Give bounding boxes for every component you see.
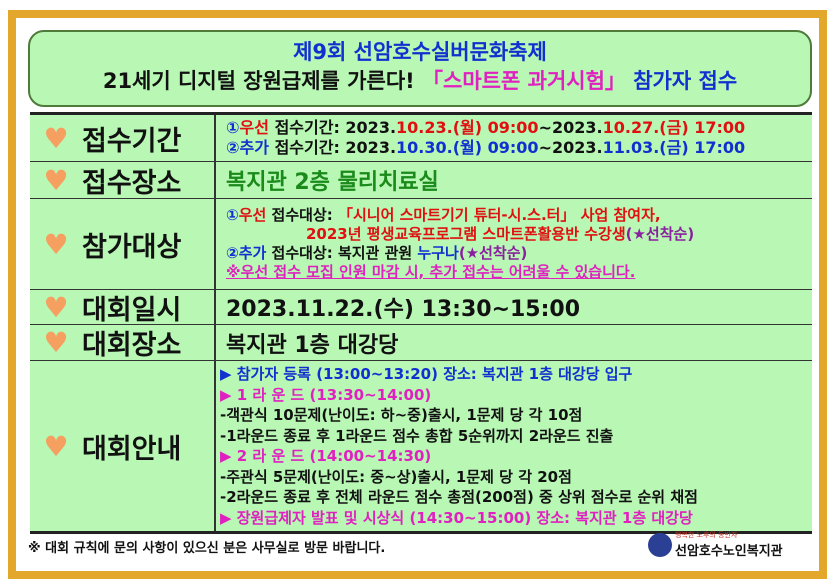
logo-icon	[648, 532, 672, 557]
logo-name: 선암호수노인복지관	[675, 544, 783, 559]
target-line-2: 2023년 평생교육프로그램 스마트폰활용반 수강생(★선착순)	[306, 225, 695, 243]
guide-line: -객관식 10문제(난이도: 하~중)출시, 1문제 당 각 10점	[220, 406, 583, 424]
subtitle-c: 참가자 접수	[625, 69, 738, 93]
row-label: 대회안내	[82, 433, 182, 465]
info-table: ♥ 접수기간 ①우선 접수기간: 2023.10.23.(월) 09:00~202…	[30, 112, 812, 534]
venue-value: 복지관 1층 대강당	[226, 332, 399, 358]
row-date: ♥ 대회일시 2023.11.22.(수) 13:30~15:00	[30, 290, 812, 326]
target-line-3: ②추가 접수대상: 복지관 관원 누구나(★선착순)	[226, 244, 528, 262]
guide-line: ▶ 1 라 운 드 (13:30~14:00)	[220, 385, 432, 404]
subtitle-a: 21세기 디지털 장원급제를 가른다!	[102, 69, 423, 93]
row-label: 접수장소	[82, 167, 182, 199]
heart-icon: ♥	[43, 163, 69, 197]
guide-line: ▶ 참가자 등록 (13:00~13:20) 장소: 복지관 1층 대강당 입구	[220, 365, 633, 383]
place-value: 복지관 2층 물리치료실	[226, 170, 439, 195]
guide-line: -2라운드 종료 후 전체 라운드 점수 총점(200점) 중 상위 점수로 순…	[220, 488, 698, 506]
row-label: 참가대상	[82, 231, 182, 263]
row-label: 대회장소	[82, 330, 182, 361]
heart-icon: ♥	[43, 227, 69, 261]
guide-line: ▶ 장원급제자 발표 및 시상식 (14:30~15:00) 장소: 복지관 1…	[220, 508, 693, 527]
row-guide: ♥ 대회안내 ▶ 참가자 등록 (13:00~13:20) 장소: 복지관 1층 …	[30, 361, 812, 531]
heart-icon: ♥	[43, 429, 69, 463]
event-title: 제9회 선암호수실버문화축제	[293, 40, 547, 64]
target-line-1: ①우선 접수대상: 「시니어 스마트기기 튜터-시.스.터」 사업 참여자,	[226, 206, 661, 224]
title-box: 제9회 선암호수실버문화축제 21세기 디지털 장원급제를 가른다! 「스마트폰…	[28, 30, 812, 107]
heart-icon: ♥	[43, 290, 69, 324]
row-period: ♥ 접수기간 ①우선 접수기간: 2023.10.23.(월) 09:00~202…	[30, 115, 812, 162]
logo-slogan: 행복한 노후의 동반자	[675, 531, 738, 539]
row-label: 접수기간	[82, 125, 182, 157]
row-place: ♥ 접수장소 복지관 2층 물리치료실	[30, 162, 812, 199]
period-line-2: ②추가 접수기간: 2023.10.30.(월) 09:00~2023.11.0…	[226, 138, 746, 157]
period-line-1: ①우선 접수기간: 2023.10.23.(월) 09:00~2023.10.2…	[226, 118, 746, 137]
date-value: 2023.11.22.(수) 13:30~15:00	[226, 297, 581, 322]
subtitle-highlight: 「스마트폰 과거시험」	[422, 69, 626, 93]
row-target: ♥ 참가대상 ①우선 접수대상: 「시니어 스마트기기 튜터-시.스.터」 사업 …	[30, 199, 812, 290]
event-subtitle: 21세기 디지털 장원급제를 가른다! 「스마트폰 과거시험」 참가자 접수	[30, 66, 810, 96]
guide-line: -1라운드 종료 후 1라운드 점수 총합 5순위까지 2라운드 진출	[220, 426, 614, 445]
heart-icon: ♥	[43, 326, 69, 359]
row-venue: ♥ 대회장소 복지관 1층 대강당	[30, 325, 812, 361]
guide-line: -주관식 5문제(난이도: 중~상)출시, 1문제 당 각 20점	[220, 467, 572, 486]
target-note: ※우선 접수 모집 인원 마감 시, 추가 접수는 어려울 수 있습니다.	[226, 263, 636, 281]
heart-icon: ♥	[43, 121, 69, 155]
footer-note: ※ 대회 규칙에 문의 사항이 있으신 분은 사무실로 방문 바랍니다.	[28, 541, 386, 556]
guide-line: ▶ 2 라 운 드 (14:00~14:30)	[220, 447, 432, 465]
row-label: 대회일시	[82, 294, 182, 326]
